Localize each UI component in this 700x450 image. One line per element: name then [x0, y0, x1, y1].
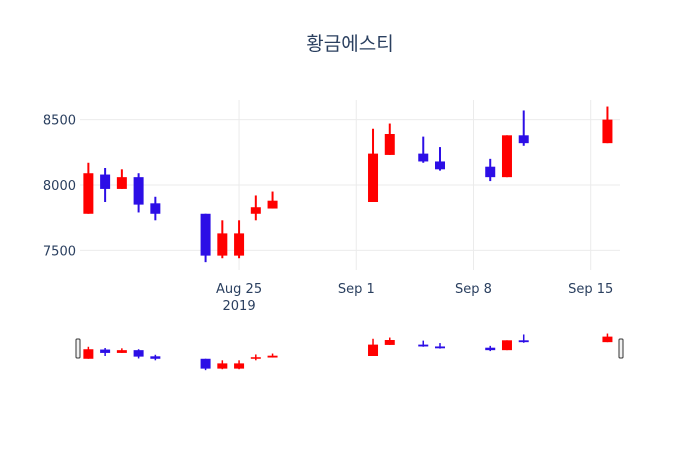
candle-increasing — [234, 220, 245, 259]
slider-candle-increasing — [368, 338, 379, 356]
candle-body — [133, 177, 144, 205]
y-tick-label: 7500 — [43, 244, 76, 259]
candle-body — [100, 174, 111, 189]
slider-candle-body — [150, 356, 161, 359]
slider-candle-decreasing — [133, 349, 144, 359]
slider-candle-body — [217, 363, 228, 369]
candle-body — [267, 200, 278, 209]
slider-candle-body — [602, 336, 613, 343]
slider-candle-decreasing — [100, 348, 111, 356]
candle-increasing — [267, 191, 278, 209]
candle-decreasing — [150, 196, 161, 221]
candle-decreasing — [100, 168, 111, 202]
slider-candle-increasing — [384, 337, 395, 345]
slider-candle-decreasing — [200, 358, 211, 371]
candle-body — [602, 119, 613, 144]
slider-candle-body — [83, 349, 94, 359]
slider-candle-body — [368, 344, 379, 356]
slider-candle-body — [234, 363, 245, 369]
slider-candle-increasing — [267, 353, 278, 358]
slider-candle-increasing — [217, 360, 228, 370]
slider-candle-body — [384, 340, 395, 345]
candle-body — [250, 207, 261, 214]
slider-candle-increasing — [83, 346, 94, 359]
candles — [83, 106, 613, 263]
candle-body — [116, 177, 127, 189]
x-tick-label: Sep 8 — [455, 282, 492, 297]
slider-candle-body — [133, 350, 144, 357]
grid — [80, 100, 620, 270]
slider-candle-body — [116, 350, 127, 353]
slider-candle-body — [418, 344, 429, 347]
candle-decreasing — [418, 136, 429, 163]
slider-candle-increasing — [234, 360, 245, 370]
candle-body — [368, 153, 379, 202]
slider-candle-body — [501, 340, 512, 351]
candle-increasing — [368, 128, 379, 202]
slider-candle-body — [100, 349, 111, 353]
candle-body — [83, 173, 94, 214]
slider-candle-increasing — [250, 354, 261, 361]
candle-body — [150, 203, 161, 214]
slider-candle-decreasing — [435, 343, 445, 349]
candle-decreasing — [518, 110, 529, 146]
candle-increasing — [501, 135, 512, 178]
slider-candle-decreasing — [150, 354, 161, 361]
candle-body — [384, 134, 395, 155]
slider-candle-increasing — [602, 333, 613, 343]
candle-increasing — [116, 169, 127, 189]
candle-decreasing — [133, 173, 144, 213]
candle-body — [501, 135, 512, 178]
candle-body — [200, 213, 211, 256]
range-slider-left-handle[interactable] — [75, 338, 81, 359]
candle-body — [485, 166, 496, 178]
candle-decreasing — [435, 147, 445, 171]
candle-body — [234, 233, 245, 256]
slider-candle-body — [518, 340, 529, 343]
candle-body — [418, 153, 429, 162]
candle-decreasing — [485, 158, 496, 182]
candle-increasing — [384, 123, 395, 155]
slider-candle-body — [485, 347, 496, 351]
slider-candle-decreasing — [418, 340, 429, 347]
candle-decreasing — [200, 213, 211, 263]
x-tick-label: Aug 25 — [216, 282, 262, 297]
chart-title: 황금에스티 — [306, 33, 393, 55]
x-axis-ticks: Aug 25 2019 Sep 1 Sep 8 Sep 15 — [216, 282, 613, 314]
y-tick-label: 8000 — [43, 179, 76, 194]
y-tick-label: 8500 — [43, 114, 76, 129]
slider-candle-decreasing — [518, 334, 529, 343]
slider-candle-body — [200, 358, 211, 369]
candle-body — [217, 233, 228, 256]
range-slider-right-handle[interactable] — [618, 338, 624, 359]
x-tick-label: Sep 15 — [568, 282, 613, 297]
slider-candle-body — [267, 355, 278, 358]
range-slider[interactable] — [75, 333, 624, 371]
candle-increasing — [83, 162, 94, 214]
candle-body — [518, 135, 529, 144]
x-tick-label: Sep 1 — [338, 282, 375, 297]
x-tick-sublabel: 2019 — [223, 299, 256, 314]
candle-increasing — [250, 195, 261, 221]
candle-increasing — [602, 106, 613, 144]
candle-increasing — [217, 220, 228, 259]
slider-candle-body — [435, 346, 445, 349]
y-axis-ticks: 7500 8000 8500 — [43, 114, 76, 260]
slider-candle-increasing — [501, 340, 512, 351]
candle-body — [435, 161, 445, 170]
slider-candle-body — [250, 357, 261, 359]
slider-candle-increasing — [116, 348, 127, 353]
slider-candle-decreasing — [485, 345, 496, 352]
